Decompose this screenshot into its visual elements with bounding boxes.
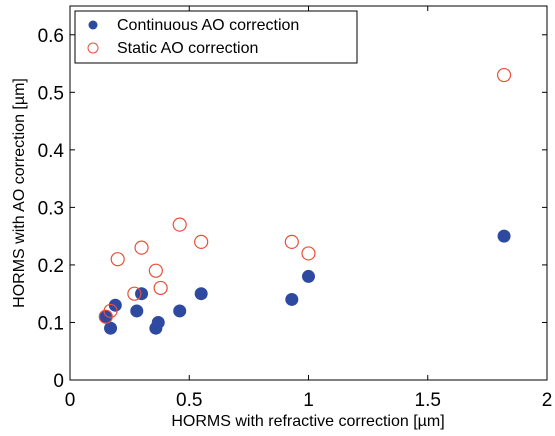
y-tick-label: 0 <box>53 371 64 392</box>
static-ao-point <box>134 240 149 255</box>
y-tick-label: 0.6 <box>38 26 64 47</box>
x-tick-label: 1.5 <box>415 390 441 411</box>
static-ao-point <box>148 263 163 278</box>
y-tick-label: 0.4 <box>38 141 65 162</box>
continuous-ao-point <box>99 310 113 324</box>
y-axis-label: HORMS with AO correction [µm] <box>11 78 28 308</box>
legend: Continuous AO correction Static AO corre… <box>74 10 358 64</box>
continuous-ao-point <box>130 304 144 318</box>
static-ao-point <box>496 67 512 83</box>
static-ao-point <box>110 252 125 267</box>
legend-marker-continuous <box>88 20 98 30</box>
static-ao-point <box>103 303 118 319</box>
continuous-ao-point <box>104 321 118 335</box>
x-axis-label: HORMS with refractive correction [µm] <box>171 413 444 430</box>
plot-area <box>69 5 548 381</box>
continuous-ao-point <box>108 298 122 312</box>
static-ao-point <box>172 217 187 232</box>
continuous-ao-point <box>194 287 208 301</box>
x-axis-ticks: 0 0.5 1 1.5 2 <box>65 6 553 411</box>
y-axis-ticks: 0 0.1 0.2 0.3 0.4 0.5 0.6 <box>38 26 547 392</box>
y-tick-label: 0.1 <box>38 313 64 334</box>
continuous-ao-point <box>173 304 187 318</box>
static-ao-point <box>194 234 209 250</box>
static-ao-point <box>284 234 299 250</box>
y-tick-label: 0.2 <box>38 256 64 277</box>
continuous-ao-point <box>135 287 149 301</box>
x-tick-label: 1 <box>303 390 314 411</box>
continuous-ao-point <box>497 229 511 243</box>
y-tick-label: 0.3 <box>38 198 64 219</box>
legend-label-static: Static AO correction <box>117 40 258 57</box>
continuous-ao-point <box>151 315 165 329</box>
x-tick-label: 2 <box>542 390 553 411</box>
legend-label-continuous: Continuous AO correction <box>117 17 299 34</box>
static-ao-point <box>301 246 316 261</box>
continuous-ao-point <box>285 292 299 306</box>
legend-box <box>74 10 358 64</box>
static-ao-point <box>127 286 142 301</box>
y-tick-label: 0.5 <box>38 83 64 104</box>
x-tick-label: 0.5 <box>176 390 202 411</box>
static-ao-point <box>153 280 168 296</box>
continuous-ao-point <box>302 269 315 283</box>
x-tick-label: 0 <box>65 390 76 411</box>
data-points <box>98 67 512 335</box>
legend-marker-static <box>87 42 99 54</box>
